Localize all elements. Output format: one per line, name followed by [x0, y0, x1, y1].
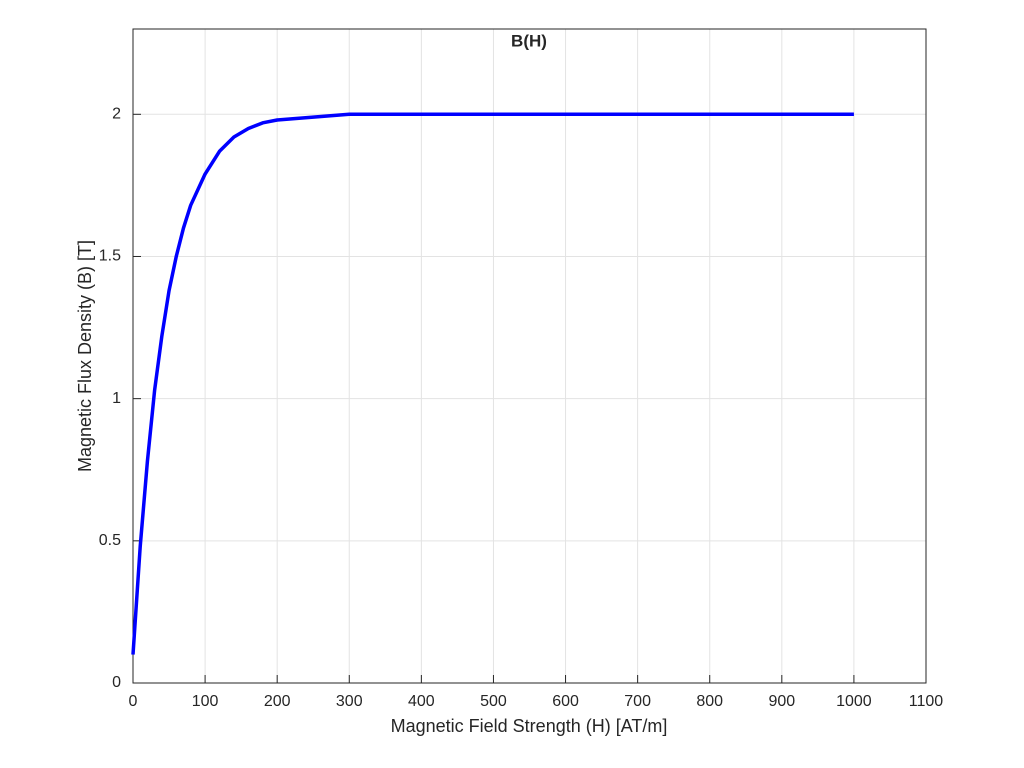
y-axis-label: Magnetic Flux Density (B) [T]: [75, 240, 95, 472]
x-tick-label: 1100: [909, 693, 944, 710]
x-tick-label: 300: [336, 693, 363, 710]
x-tick-label: 600: [552, 693, 579, 710]
x-tick-label: 700: [624, 693, 651, 710]
x-tick-label: 400: [408, 693, 435, 710]
x-tick-label: 0: [129, 693, 138, 710]
y-tick-label: 0.5: [99, 532, 121, 549]
y-tick-label: 1.5: [99, 248, 121, 265]
chart-title: B(H): [511, 31, 547, 50]
x-tick-label: 1000: [836, 693, 872, 710]
x-axis-label: Magnetic Field Strength (H) [AT/m]: [391, 716, 668, 736]
x-tick-label: 800: [696, 693, 723, 710]
plot-frame: [132, 28, 927, 684]
y-tick-label: 0: [112, 674, 121, 691]
x-tick-label: 100: [192, 693, 219, 710]
y-tick-label: 2: [112, 106, 121, 123]
y-tick-label: 1: [112, 390, 121, 407]
x-tick-label: 900: [768, 693, 795, 710]
x-tick-label: 500: [480, 693, 507, 710]
data-line: [131, 112, 854, 655]
x-tick-label: 200: [264, 693, 291, 710]
